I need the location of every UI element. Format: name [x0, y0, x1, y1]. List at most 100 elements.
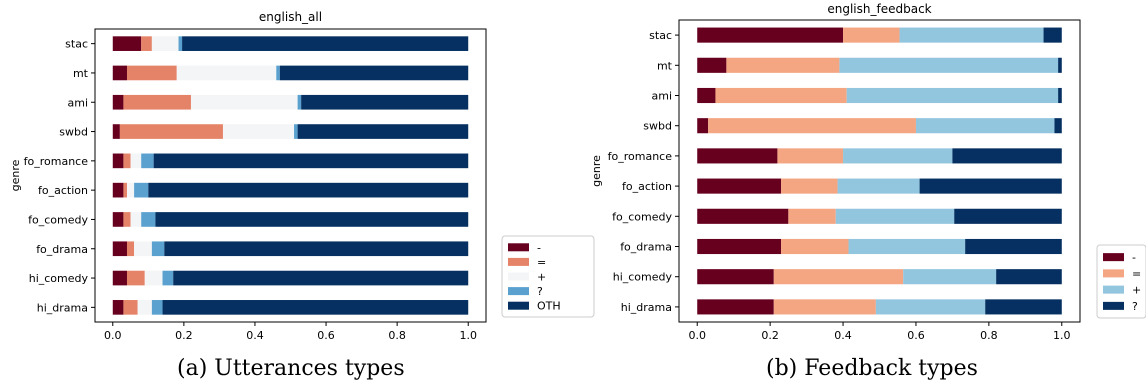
- bar-stac-series-1: [843, 28, 900, 43]
- bar-fo_romance-series-2: [843, 148, 952, 163]
- bar-stac-series-1: [141, 36, 152, 51]
- bar-swbd-series-1: [708, 118, 916, 133]
- x-tick-label: 0.0: [104, 329, 122, 342]
- bar-hi_drama-series-4: [163, 300, 469, 315]
- bar-ami-series-3: [1058, 88, 1062, 103]
- bar-fo_drama-series-1: [781, 239, 848, 254]
- x-tick-label: 0.4: [834, 329, 852, 342]
- chart-title: english_all: [259, 10, 322, 24]
- bar-swbd-series-0: [697, 118, 708, 133]
- bar-mt-series-1: [127, 66, 177, 81]
- x-tick-label: 0.0: [688, 329, 706, 342]
- y-tick-label: fo_romance: [24, 155, 89, 168]
- y-tick-label: mt: [73, 67, 89, 80]
- y-tick-label: stac: [65, 38, 88, 51]
- y-tick-label: hi_comedy: [29, 272, 89, 285]
- x-tick-label: 1.0: [459, 329, 477, 342]
- bar-fo_comedy-series-2: [836, 209, 954, 224]
- y-tick-label: stac: [649, 29, 672, 42]
- bar-hi_comedy-series-3: [163, 271, 174, 286]
- bar-ami-series-2: [191, 95, 298, 110]
- bar-fo_drama-series-4: [164, 241, 468, 256]
- bar-swbd-series-3: [1054, 118, 1061, 133]
- bar-fo_action-series-0: [697, 179, 781, 194]
- bar-fo_action-series-2: [838, 179, 920, 194]
- legend: - = +? OTH: [502, 236, 594, 317]
- legend-swatch: [508, 258, 529, 266]
- bar-swbd-series-2: [916, 118, 1055, 133]
- y-tick-label: swbd: [59, 126, 88, 139]
- bar-fo_action-series-1: [123, 183, 127, 198]
- legend-label: =: [537, 256, 546, 269]
- bar-stac-series-2: [900, 28, 1044, 43]
- bar-hi_comedy-series-2: [903, 269, 996, 284]
- legend-swatch: [1103, 269, 1124, 277]
- bar-stac-series-0: [697, 28, 843, 43]
- bar-fo_drama-series-3: [152, 241, 164, 256]
- bar-ami-series-4: [301, 95, 468, 110]
- y-axis-label: genre: [9, 159, 22, 191]
- bar-hi_drama-series-2: [138, 300, 152, 315]
- chart-english-all: stac mt ami swbd fo_romance fo_action fo_comed…: [9, 10, 594, 342]
- bar-mt-series-2: [839, 58, 1058, 73]
- bar-swbd-series-2: [223, 124, 294, 139]
- bar-ami-series-0: [697, 88, 715, 103]
- bar-fo_drama-series-2: [134, 241, 152, 256]
- bar-fo_action-series-4: [148, 183, 468, 198]
- bar-mt-series-2: [177, 66, 277, 81]
- legend-label: +: [1132, 284, 1141, 297]
- bar-mt-series-0: [113, 66, 127, 81]
- y-tick-label: fo_comedy: [612, 210, 672, 223]
- x-tick-label: 0.2: [761, 329, 779, 342]
- bar-ami-series-0: [113, 95, 124, 110]
- bar-fo_drama-series-0: [697, 239, 781, 254]
- bar-fo_comedy-series-3: [141, 212, 155, 227]
- x-tick-label: 0.2: [175, 329, 193, 342]
- y-tick-label: fo_action: [38, 184, 88, 197]
- bar-stac-series-2: [152, 36, 179, 51]
- bar-ami-series-1: [123, 95, 191, 110]
- caption-a: (a) Utterances types: [177, 356, 405, 381]
- x-tick-label: 1.0: [1053, 329, 1071, 342]
- y-tick-label: fo_comedy: [28, 213, 88, 226]
- legend-label: ?: [1132, 300, 1138, 313]
- bar-hi_drama-series-2: [876, 299, 985, 314]
- bar-hi_drama-series-1: [123, 300, 137, 315]
- legend: - = +?: [1097, 245, 1146, 318]
- bar-fo_romance-series-0: [113, 154, 124, 169]
- bar-fo_action-series-0: [113, 183, 124, 198]
- bar-fo_romance-series-1: [123, 154, 130, 169]
- x-tick-label: 0.6: [907, 329, 925, 342]
- bar-fo_drama-series-1: [127, 241, 134, 256]
- bar-mt-series-3: [276, 66, 280, 81]
- bar-hi_comedy-series-0: [113, 271, 127, 286]
- bar-fo_comedy-series-4: [155, 212, 468, 227]
- y-axis-label: genre: [590, 155, 603, 187]
- y-tick-label: swbd: [643, 120, 672, 133]
- bar-fo_comedy-series-0: [697, 209, 788, 224]
- bar-fo_comedy-series-1: [123, 212, 130, 227]
- legend-swatch: [1103, 302, 1124, 310]
- x-tick-label: 0.8: [980, 329, 998, 342]
- legend-swatch: [1103, 286, 1124, 294]
- bar-fo_romance-series-4: [154, 154, 469, 169]
- legend-label: -: [537, 241, 541, 254]
- bar-hi_comedy-series-4: [173, 271, 468, 286]
- bar-mt-series-4: [280, 66, 468, 81]
- bar-mt-series-3: [1058, 58, 1062, 73]
- bar-hi_drama-series-3: [985, 299, 1062, 314]
- x-tick-label: 0.6: [317, 329, 335, 342]
- bar-ami-series-1: [715, 88, 846, 103]
- bar-fo_romance-series-1: [777, 148, 843, 163]
- bar-fo_romance-series-2: [131, 154, 142, 169]
- bar-stac-series-4: [182, 36, 468, 51]
- bar-hi_comedy-series-2: [145, 271, 163, 286]
- legend-swatch: [508, 243, 529, 251]
- bar-ami-series-3: [298, 95, 302, 110]
- bar-fo_romance-series-3: [141, 154, 153, 169]
- bar-stac-series-3: [1044, 28, 1062, 43]
- y-tick-label: ami: [67, 96, 88, 109]
- caption-b: (b) Feedback types: [766, 356, 978, 381]
- bar-fo_comedy-series-3: [954, 209, 1062, 224]
